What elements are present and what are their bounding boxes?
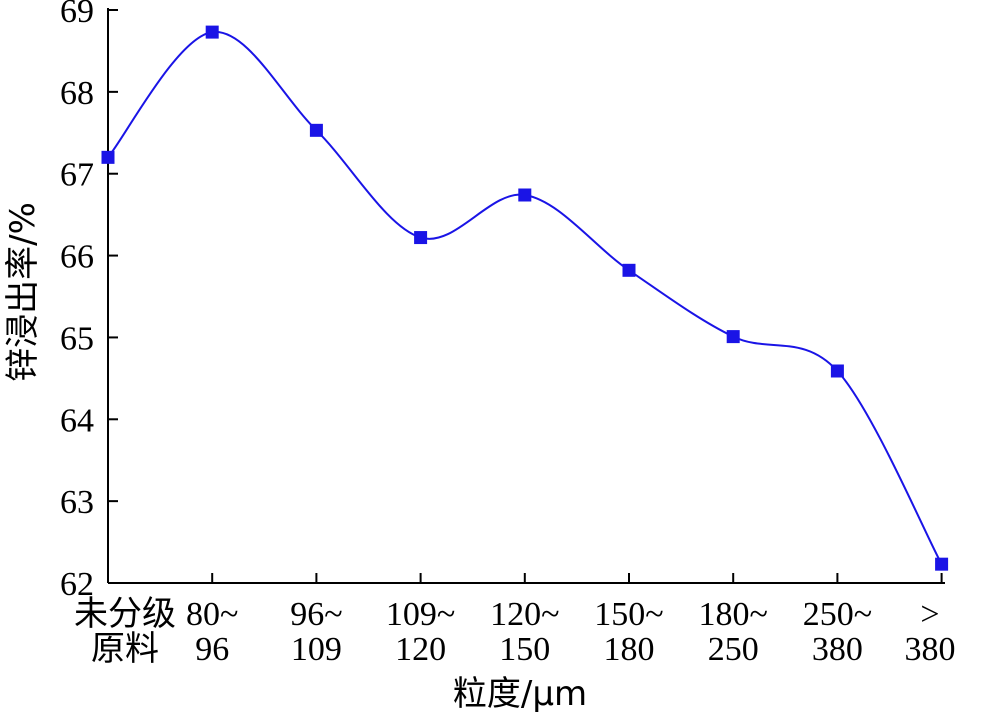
x-tick-label: 180: [604, 631, 655, 668]
y-ticks: 62 63 64 65 66 67 68 69: [60, 0, 118, 603]
data-point: [830, 364, 844, 378]
x-tick-label: 250~: [803, 596, 872, 633]
data-point: [935, 557, 949, 571]
x-tick-label: 180~: [698, 596, 767, 633]
x-tick-label: 109~: [386, 596, 455, 633]
x-tick-label: 96~: [290, 596, 342, 633]
x-tick-label: 380: [812, 631, 863, 668]
x-tick-label: 未分级: [74, 595, 176, 633]
x-tick-label: 120: [395, 631, 446, 668]
x-tick-label: 150: [499, 631, 550, 668]
y-tick-label: 63: [60, 484, 94, 521]
x-tick-label: 380: [905, 631, 956, 668]
data-point: [726, 330, 740, 344]
series-line: [107, 31, 943, 565]
x-axis-title: 粒度/μm: [453, 674, 587, 714]
y-tick-label: 66: [60, 239, 94, 276]
x-tick-label: 109: [291, 631, 342, 668]
data-point: [205, 25, 219, 39]
x-tick-label: 150~: [594, 596, 663, 633]
y-tick-label: 64: [60, 402, 94, 439]
x-tick-label: 原料: [91, 630, 159, 668]
y-tick-label: 67: [60, 157, 94, 194]
data-point: [101, 150, 115, 164]
data-point: [518, 188, 532, 202]
x-tick-label: 96: [195, 631, 229, 668]
y-tick-label: 68: [60, 75, 94, 112]
data-point: [414, 231, 428, 245]
y-axis-title: 锌浸出率/%: [3, 202, 43, 382]
x-tick-label: 250: [708, 631, 759, 668]
x-tick-label: 120~: [490, 596, 559, 633]
y-tick-label: 62: [60, 566, 94, 603]
y-tick-label: 69: [60, 0, 94, 30]
x-tick-label: 80~: [186, 596, 238, 633]
x-tick-label: >: [920, 596, 939, 633]
data-point: [622, 263, 636, 277]
data-point: [309, 123, 323, 137]
series-group: [101, 25, 949, 571]
y-tick-label: 65: [60, 320, 94, 357]
